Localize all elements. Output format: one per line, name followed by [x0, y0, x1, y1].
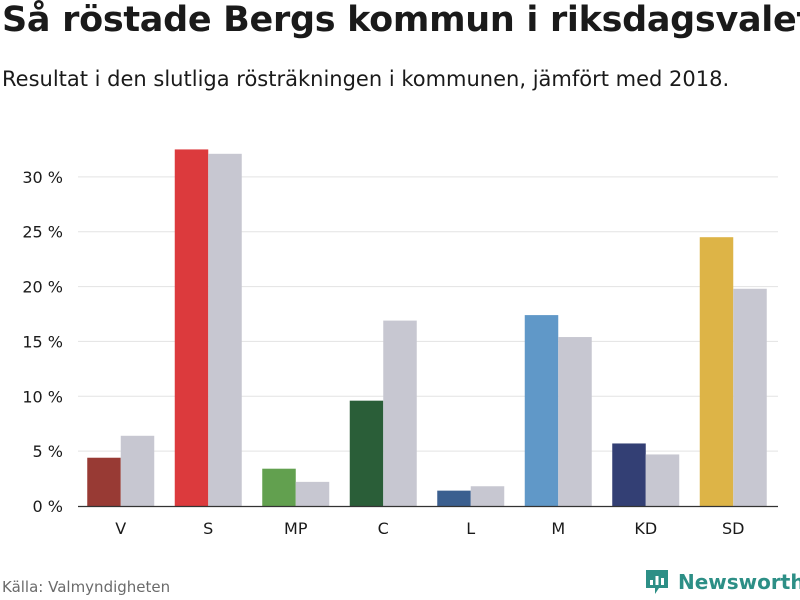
bar-2018-m [558, 337, 592, 506]
x-tick-label-mp: MP [284, 519, 308, 538]
y-tick-label: 0 % [33, 497, 63, 516]
bar-2022-kd [612, 443, 646, 506]
source-note: Källa: Valmyndigheten [2, 578, 171, 596]
bar-2022-s [174, 149, 209, 506]
y-tick-label: 10 % [22, 387, 63, 406]
x-tick-label-c: C [378, 519, 389, 538]
y-tick-label: 15 % [22, 332, 63, 351]
x-axis-tick-labels: V S MP C L M KD SD [115, 519, 744, 538]
bar-2022-m [524, 315, 559, 506]
y-tick-label: 5 % [33, 442, 63, 461]
bar-2018-sd [733, 288, 767, 506]
x-tick-label-kd: KD [634, 519, 657, 538]
chart-subtitle: Resultat i den slutliga rösträkningen i … [2, 67, 730, 91]
bar-2018-kd [645, 454, 680, 506]
bar-2022-l [437, 490, 471, 506]
y-tick-label: 20 % [22, 278, 63, 297]
x-tick-label-v: V [115, 519, 126, 538]
bar-2018-l [470, 486, 505, 506]
bar-2022-mp [262, 468, 296, 506]
bar-2018-s [208, 153, 242, 506]
bar-2022-c [349, 400, 384, 506]
x-tick-label-m: M [551, 519, 565, 538]
y-tick-label: 30 % [22, 168, 63, 187]
x-tick-label-sd: SD [722, 519, 744, 538]
brand-name: Newsworthy [678, 570, 800, 594]
newsworthy-logo-icon [646, 570, 668, 594]
bar-2022-sd [699, 237, 734, 506]
x-tick-label-s: S [203, 519, 213, 538]
bar-2018-mp [295, 481, 330, 506]
bar-2018-v [120, 435, 155, 506]
y-axis-tick-labels: 0 % 5 % 10 % 15 % 20 % 25 % 30 % [22, 168, 63, 516]
bars [87, 149, 767, 506]
y-tick-label: 25 % [22, 223, 63, 242]
x-tick-label-l: L [466, 519, 475, 538]
chart-title: Så röstade Bergs kommun i riksdagsvalet [2, 0, 800, 40]
bar-chart: 0 % 5 % 10 % 15 % 20 % 25 % 30 % V S MP C L M KD SD [22, 149, 778, 538]
bar-2018-c [383, 320, 417, 506]
newsworthy-brand: Newsworthy [644, 568, 800, 596]
bar-2022-v [87, 457, 121, 506]
